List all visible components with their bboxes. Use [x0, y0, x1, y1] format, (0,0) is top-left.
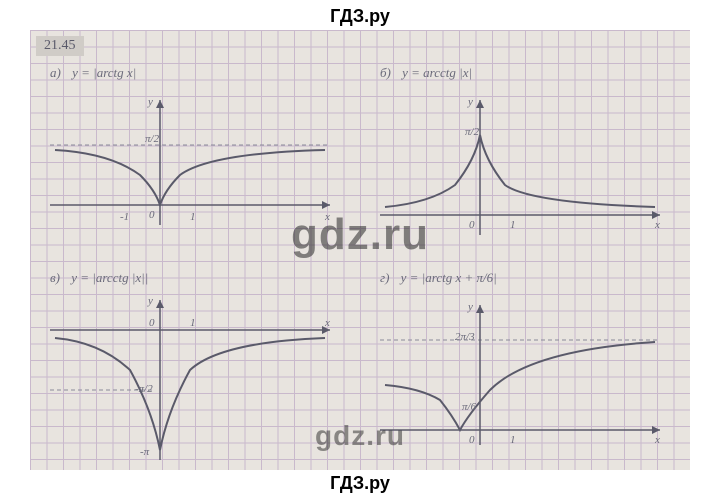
panel-a: a) y = |arctg x| 0 -1 1 π/2 x y [30, 65, 360, 265]
tick-pi2: π/2 [465, 126, 480, 138]
tick-neg1: -1 [120, 211, 129, 223]
axis-y-label: y [147, 295, 153, 307]
formula-text: y = |arctg x + π/6| [401, 270, 497, 285]
graph-d: 0 1 π/6 2π/3 x y [370, 290, 680, 470]
tick-2pi3: 2π/3 [455, 331, 475, 343]
tick-0: 0 [469, 434, 475, 446]
formula-d: г) y = |arctg x + π/6| [380, 270, 497, 286]
formula-text: y = arcctg |x| [402, 65, 472, 80]
graph-b: 0 1 π/2 x y [370, 85, 680, 265]
axis-x-label: x [324, 211, 330, 223]
axis-x-label: x [654, 219, 660, 231]
panel-b: б) y = arcctg |x| 0 1 π/2 x y [360, 65, 690, 265]
axis-y-label: y [467, 301, 473, 313]
tick-negpi: -π [140, 446, 150, 458]
graph-c: 0 1 -π/2 -π x y [40, 290, 350, 470]
axis-x-label: x [324, 317, 330, 329]
tick-negpi2: -π/2 [135, 383, 153, 395]
panel-d: г) y = |arctg x + π/6| 0 1 π/6 2π/3 x y [360, 270, 690, 470]
panel-letter: б) [380, 65, 391, 80]
axis-x-label: x [654, 434, 660, 446]
tick-0: 0 [149, 317, 155, 329]
tick-1: 1 [510, 219, 516, 231]
panel-letter: в) [50, 270, 60, 285]
formula-text: y = |arctg x| [72, 65, 136, 80]
panel-letter: a) [50, 65, 61, 80]
formula-c: в) y = |arcctg |x|| [50, 270, 148, 286]
site-footer: ГДЗ.ру [0, 467, 720, 500]
tick-1: 1 [190, 317, 196, 329]
tick-0: 0 [469, 219, 475, 231]
graph-a: 0 -1 1 π/2 x y [40, 85, 350, 265]
tick-0: 0 [149, 209, 155, 221]
panel-letter: г) [380, 270, 389, 285]
axis-y-label: y [467, 96, 473, 108]
tick-1: 1 [190, 211, 196, 223]
tick-pi6: π/6 [462, 401, 477, 413]
formula-b: б) y = arcctg |x| [380, 65, 472, 81]
site-header: ГДЗ.ру [0, 0, 720, 33]
notebook-grid: 21.45 a) y = |arctg x| 0 -1 1 π/2 x y б)… [30, 30, 690, 470]
formula-text: y = |arcctg |x|| [71, 270, 148, 285]
panel-c: в) y = |arcctg |x|| 0 1 -π/2 -π x y [30, 270, 360, 470]
tick-1: 1 [510, 434, 516, 446]
tick-pi2: π/2 [145, 133, 160, 145]
axis-y-label: y [147, 96, 153, 108]
problem-number: 21.45 [36, 36, 84, 56]
formula-a: a) y = |arctg x| [50, 65, 136, 81]
